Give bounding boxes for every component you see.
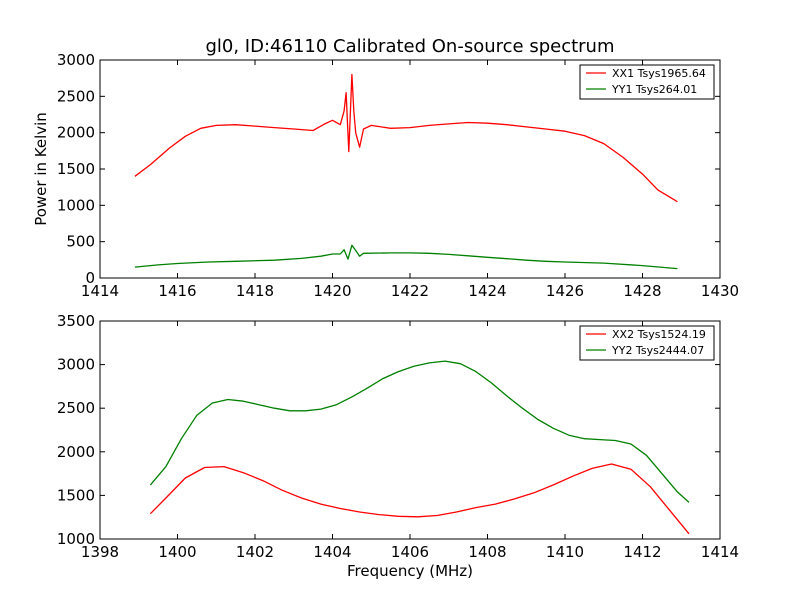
legend-label-yy1: YY1 Tsys264.01 (611, 83, 697, 96)
legend-label-xx1: XX1 Tsys1965.64 (612, 67, 706, 80)
y-tick-label: 2000 (57, 124, 95, 142)
top-x-ticks: 1414 1416 1418 1420 1422 1424 1426 1428 1430 (81, 60, 739, 300)
series-line-xx2 (149, 463, 690, 535)
x-tick-label: 1426 (546, 282, 584, 300)
legend-label-yy2: YY2 Tsys2444.07 (611, 344, 704, 357)
x-tick-label: 1416 (158, 282, 196, 300)
y-tick-label: 1000 (57, 530, 95, 548)
y-tick-label: 3000 (57, 356, 95, 374)
series-line-yy1 (134, 244, 678, 270)
x-tick-label: 1406 (391, 543, 429, 561)
y-tick-label: 2500 (57, 87, 95, 105)
legend-label-xx2: XX2 Tsys1524.19 (612, 328, 706, 341)
x-tick-label: 1420 (313, 282, 351, 300)
bottom-y-ticks: 1000 1500 2000 2500 3000 3500 (57, 312, 720, 548)
top-legend-box (579, 64, 715, 100)
top-y-ticks: 0 500 1000 1500 2000 2500 3000 (57, 51, 720, 287)
x-axis-label: Frequency (MHz) (347, 562, 473, 580)
top-spectrum-panel: 1414 1416 1418 1420 1422 1424 1426 1428 1430 0 50… (32, 51, 739, 300)
x-tick-label: 1424 (468, 282, 506, 300)
bottom-legend: XX2 Tsys1524.19 YY2 Tsys2444.07 (579, 325, 715, 361)
x-tick-label: 1408 (468, 543, 506, 561)
bottom-spectrum-panel: 1398 1400 1402 1404 1406 1408 1410 1412 1414 100… (57, 312, 739, 580)
y-tick-label: 3500 (57, 312, 95, 330)
y-tick-label: 0 (85, 269, 95, 287)
x-tick-label: 1418 (236, 282, 274, 300)
y-tick-label: 2500 (57, 399, 95, 417)
x-tick-label: 1404 (313, 543, 351, 561)
bottom-x-ticks: 1398 1400 1402 1404 1406 1408 1410 1412 1414 (81, 321, 739, 561)
x-tick-label: 1428 (623, 282, 661, 300)
top-legend: XX1 Tsys1965.64 YY1 Tsys264.01 (579, 64, 715, 100)
x-tick-label: 1398 (81, 543, 119, 561)
bottom-legend-box (579, 325, 715, 361)
bottom-series-lines (149, 360, 690, 535)
series-line-xx1 (134, 73, 678, 203)
x-tick-label: 1414 (701, 543, 739, 561)
y-tick-label: 2000 (57, 443, 95, 461)
series-line-yy2 (149, 360, 690, 503)
figure-title: gl0, ID:46110 Calibrated On-source spect… (205, 36, 614, 57)
top-series-lines (134, 73, 678, 270)
y-tick-label: 1500 (57, 160, 95, 178)
x-tick-label: 1410 (546, 543, 584, 561)
x-tick-label: 1414 (81, 282, 119, 300)
x-tick-label: 1412 (623, 543, 661, 561)
x-tick-label: 1402 (236, 543, 274, 561)
x-tick-label: 1422 (391, 282, 429, 300)
x-tick-label: 1430 (701, 282, 739, 300)
y-tick-label: 1000 (57, 196, 95, 214)
y-tick-label: 3000 (57, 51, 95, 69)
y-tick-label: 500 (66, 233, 95, 251)
y-axis-label: Power in Kelvin (32, 112, 50, 226)
x-tick-label: 1400 (158, 543, 196, 561)
y-tick-label: 1500 (57, 486, 95, 504)
